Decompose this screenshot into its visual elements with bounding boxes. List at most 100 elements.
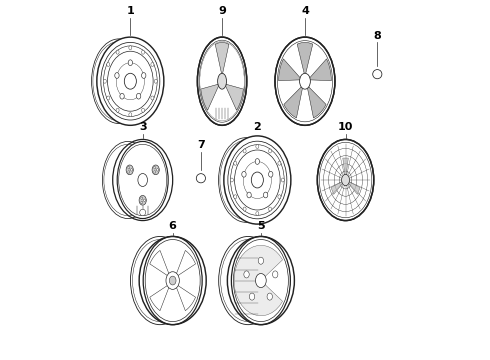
Ellipse shape xyxy=(224,136,291,224)
Ellipse shape xyxy=(272,271,278,278)
Ellipse shape xyxy=(142,50,145,54)
Polygon shape xyxy=(345,180,360,194)
Ellipse shape xyxy=(104,144,152,216)
Ellipse shape xyxy=(228,141,287,219)
Ellipse shape xyxy=(154,167,156,169)
Polygon shape xyxy=(234,246,283,316)
Ellipse shape xyxy=(119,144,167,216)
Ellipse shape xyxy=(244,271,249,278)
Ellipse shape xyxy=(256,212,259,216)
Polygon shape xyxy=(201,84,219,110)
Ellipse shape xyxy=(242,171,246,177)
Ellipse shape xyxy=(136,93,141,99)
Polygon shape xyxy=(175,284,196,311)
Ellipse shape xyxy=(145,239,200,321)
Ellipse shape xyxy=(103,46,157,117)
Ellipse shape xyxy=(107,63,110,67)
Ellipse shape xyxy=(128,167,130,169)
Ellipse shape xyxy=(299,73,310,89)
Ellipse shape xyxy=(243,207,246,211)
Ellipse shape xyxy=(115,73,119,78)
Ellipse shape xyxy=(342,174,349,186)
Ellipse shape xyxy=(141,197,143,199)
Ellipse shape xyxy=(373,69,382,79)
Ellipse shape xyxy=(249,293,255,300)
Ellipse shape xyxy=(124,73,136,89)
Polygon shape xyxy=(150,284,170,311)
Text: 7: 7 xyxy=(197,140,205,150)
Ellipse shape xyxy=(128,60,132,66)
Polygon shape xyxy=(150,251,170,276)
Polygon shape xyxy=(215,42,229,73)
Text: 6: 6 xyxy=(169,221,176,231)
Ellipse shape xyxy=(230,178,233,182)
Polygon shape xyxy=(279,59,301,81)
Ellipse shape xyxy=(319,142,372,218)
Ellipse shape xyxy=(200,41,245,121)
Ellipse shape xyxy=(258,257,264,264)
Text: 3: 3 xyxy=(139,122,147,132)
Polygon shape xyxy=(331,180,345,194)
Text: 1: 1 xyxy=(126,6,134,16)
Ellipse shape xyxy=(131,168,132,171)
Ellipse shape xyxy=(92,39,147,123)
Ellipse shape xyxy=(278,161,281,165)
Ellipse shape xyxy=(255,159,260,165)
Text: 4: 4 xyxy=(301,6,309,16)
Ellipse shape xyxy=(267,293,272,300)
Ellipse shape xyxy=(281,178,284,182)
Polygon shape xyxy=(307,86,326,118)
Ellipse shape xyxy=(143,237,202,325)
Ellipse shape xyxy=(264,192,268,198)
Ellipse shape xyxy=(129,46,132,50)
Ellipse shape xyxy=(116,50,119,54)
Ellipse shape xyxy=(247,192,251,198)
Ellipse shape xyxy=(269,171,273,177)
Ellipse shape xyxy=(93,41,145,121)
Ellipse shape xyxy=(199,40,245,122)
Ellipse shape xyxy=(107,51,153,111)
Ellipse shape xyxy=(269,207,271,211)
Polygon shape xyxy=(343,158,348,180)
Ellipse shape xyxy=(144,199,146,202)
Ellipse shape xyxy=(318,139,374,221)
Ellipse shape xyxy=(166,272,179,289)
Ellipse shape xyxy=(230,145,284,215)
Ellipse shape xyxy=(269,149,271,153)
Ellipse shape xyxy=(130,237,190,325)
Ellipse shape xyxy=(116,108,119,112)
Ellipse shape xyxy=(141,201,143,204)
Ellipse shape xyxy=(256,144,259,148)
Ellipse shape xyxy=(120,93,124,99)
Text: 9: 9 xyxy=(218,6,226,16)
Ellipse shape xyxy=(234,161,237,165)
Ellipse shape xyxy=(126,165,133,175)
Ellipse shape xyxy=(219,138,273,222)
Ellipse shape xyxy=(154,171,156,173)
Ellipse shape xyxy=(103,79,106,83)
Ellipse shape xyxy=(154,79,157,83)
Ellipse shape xyxy=(243,149,246,153)
Ellipse shape xyxy=(170,276,176,285)
Ellipse shape xyxy=(107,96,110,100)
Ellipse shape xyxy=(138,174,147,186)
Ellipse shape xyxy=(139,195,147,205)
Ellipse shape xyxy=(142,108,145,112)
Polygon shape xyxy=(175,251,196,276)
Polygon shape xyxy=(225,84,244,110)
Text: 5: 5 xyxy=(257,221,265,231)
Text: 8: 8 xyxy=(373,31,381,41)
Ellipse shape xyxy=(220,239,276,321)
Ellipse shape xyxy=(251,172,264,188)
Ellipse shape xyxy=(102,141,153,219)
Polygon shape xyxy=(309,59,331,81)
Ellipse shape xyxy=(128,171,130,173)
Ellipse shape xyxy=(219,237,278,325)
Ellipse shape xyxy=(129,113,132,117)
Ellipse shape xyxy=(151,63,154,67)
Ellipse shape xyxy=(117,141,168,219)
Ellipse shape xyxy=(243,162,271,198)
Ellipse shape xyxy=(233,239,288,321)
Ellipse shape xyxy=(234,195,237,199)
Ellipse shape xyxy=(277,41,333,122)
